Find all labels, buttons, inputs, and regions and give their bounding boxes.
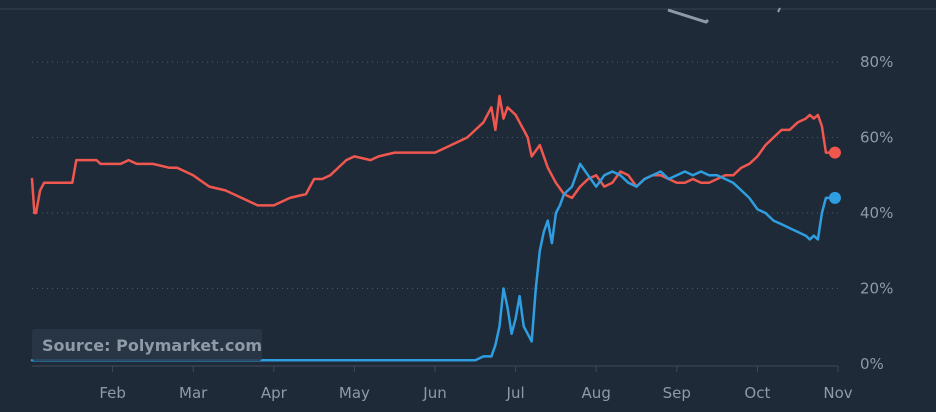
series-end-marker-0 [828,146,841,159]
series-line-0 [30,94,832,215]
x-tick-label: May [339,384,370,402]
x-tick-label: Nov [823,384,852,402]
x-axis-ticks: Feb Mar Apr May Jun Jul Aug Sep Oct Nov [99,366,853,402]
x-tick-label: Mar [179,384,208,402]
source-watermark: Source: Polymarket.com [32,329,262,361]
x-tick-label: Apr [261,384,288,402]
x-tick-label: Feb [99,384,126,402]
y-tick-label: 40% [860,204,893,222]
logo-fragment-2 [777,7,781,13]
x-tick-label: Jun [422,384,446,402]
source-box [32,329,262,361]
x-tick-label: Sep [663,384,691,402]
y-tick-label: 0% [860,355,884,373]
y-axis-ticks: 0% 20% 40% 60% 80% [860,53,893,373]
logo-fragment [667,8,710,24]
series-lines [30,94,841,362]
source-label: Source: Polymarket.com [42,336,262,355]
x-tick-label: Aug [582,384,611,402]
series-end-marker-1 [828,191,841,204]
series-line-1 [30,162,832,362]
y-tick-label: 80% [860,53,893,71]
y-tick-label: 20% [860,280,893,298]
y-tick-label: 60% [860,129,893,147]
x-tick-label: Jul [506,384,525,402]
x-tick-label: Oct [744,384,770,402]
